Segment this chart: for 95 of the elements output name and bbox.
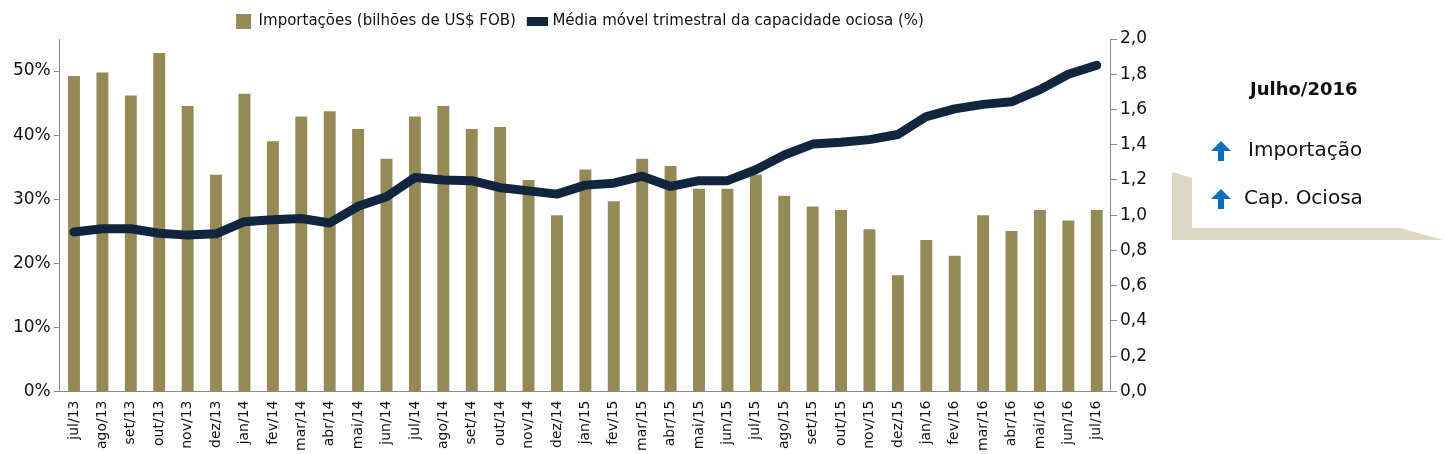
x-tick-label: jul/14 — [405, 400, 422, 441]
text: Cap. Ociosa — [1244, 185, 1363, 209]
x-tick-label: set/13 — [121, 400, 138, 445]
x-tick-label: out/14 — [490, 400, 507, 446]
y2-tick-label: 1,0 — [1119, 203, 1148, 224]
x-tick-label: mar/16 — [973, 400, 990, 452]
bar — [551, 215, 563, 391]
x-tick-label: set/14 — [462, 400, 479, 445]
y-tick-label: 50% — [12, 59, 51, 80]
x-tick-label: dez/14 — [547, 400, 564, 448]
bar — [522, 180, 535, 391]
legend-label: Média móvel trimestral da capacidade ociosa (%) — [552, 11, 924, 30]
x-tick-label: mar/14 — [291, 400, 308, 452]
bar — [891, 275, 904, 391]
x-tick-label: set/15 — [803, 400, 820, 445]
x-tick-label: abr/15 — [661, 400, 678, 447]
y2-tick-label: 0,4 — [1119, 309, 1148, 330]
y2-tick-label: 1,4 — [1119, 133, 1148, 154]
bar — [181, 105, 194, 391]
bar — [68, 76, 80, 391]
bar — [1090, 209, 1103, 391]
x-tick-label: jul/16 — [1087, 400, 1104, 441]
y-tick-label: 30% — [12, 187, 51, 208]
bar — [920, 239, 933, 391]
x-tick-label: out/15 — [831, 400, 848, 446]
bar — [806, 206, 819, 391]
bar — [153, 53, 166, 391]
x-tick-label: ago/14 — [433, 400, 450, 450]
x-tick-label: jan/15 — [576, 400, 593, 446]
x-tick-label: jul/13 — [64, 400, 81, 441]
x-tick-label: nov/13 — [178, 400, 195, 449]
x-tick-label: nov/15 — [860, 400, 877, 449]
y2-tick-label: 0,8 — [1119, 238, 1148, 259]
x-tick-label: mai/16 — [1030, 400, 1047, 450]
x-tick-label: mai/14 — [348, 400, 365, 450]
bar — [295, 116, 308, 391]
y-tick-label: 20% — [12, 251, 51, 272]
bar — [778, 195, 791, 391]
bar — [721, 188, 734, 391]
y2-tick-label: 2,0 — [1119, 27, 1148, 48]
bar — [465, 128, 478, 391]
bar — [636, 158, 649, 391]
bar — [1005, 231, 1018, 391]
bar — [210, 174, 223, 391]
x-tick-label: mar/15 — [632, 400, 649, 452]
x-tick-label: dez/13 — [206, 400, 223, 448]
y2-tick-label: 1,2 — [1119, 168, 1148, 189]
x-tick-label: jan/14 — [235, 400, 252, 446]
text: Importação — [1248, 137, 1363, 161]
text: Julho/2016 — [1250, 78, 1358, 99]
y-tick-label: 10% — [12, 315, 51, 336]
x-tick-label: abr/14 — [320, 400, 337, 447]
bar — [494, 127, 507, 391]
x-tick-label: fev/16 — [945, 400, 962, 445]
bar — [664, 165, 677, 391]
bar — [323, 111, 336, 391]
y2-tick-label: 1,8 — [1119, 62, 1148, 83]
bar — [579, 169, 592, 391]
y2-tick-label: 0,6 — [1119, 274, 1148, 295]
bar — [96, 72, 109, 391]
x-tick-label: ago/13 — [93, 400, 110, 450]
bar — [1062, 220, 1075, 391]
x-tick-label: fev/14 — [263, 400, 280, 445]
bar — [693, 188, 705, 391]
x-tick-label: nov/14 — [519, 400, 536, 449]
x-tick-label: out/13 — [149, 400, 166, 446]
legend-label: Importações (bilhões de US$ FOB) — [258, 11, 516, 30]
x-tick-label: jun/14 — [377, 400, 394, 446]
y-tick-label: 0% — [23, 379, 51, 400]
bar — [1033, 209, 1046, 391]
y2-tick-label: 1,6 — [1119, 97, 1148, 118]
bar — [749, 174, 762, 391]
x-tick-label: fev/15 — [604, 400, 621, 445]
bar — [352, 128, 365, 391]
bar — [835, 209, 848, 391]
y2-tick-label: 0,0 — [1119, 379, 1148, 400]
x-tick-label: abr/16 — [1002, 400, 1019, 447]
bar — [977, 215, 990, 391]
bar — [437, 105, 450, 391]
x-tick-label: jul/15 — [746, 400, 763, 441]
bar — [863, 229, 876, 391]
x-tick-label: ago/15 — [774, 400, 791, 450]
bar — [408, 116, 421, 391]
x-tick-label: jun/16 — [1058, 400, 1075, 446]
bar — [948, 255, 961, 391]
bar — [266, 141, 279, 391]
bar — [124, 95, 137, 391]
x-tick-label: jan/16 — [916, 400, 933, 446]
bar — [607, 201, 620, 391]
x-tick-label: mai/15 — [689, 400, 706, 450]
y2-tick-label: 0,2 — [1119, 344, 1148, 365]
x-tick-label: jun/15 — [718, 400, 735, 446]
x-tick-label: dez/15 — [888, 400, 905, 448]
bar — [238, 93, 251, 391]
y-tick-label: 40% — [12, 123, 51, 144]
